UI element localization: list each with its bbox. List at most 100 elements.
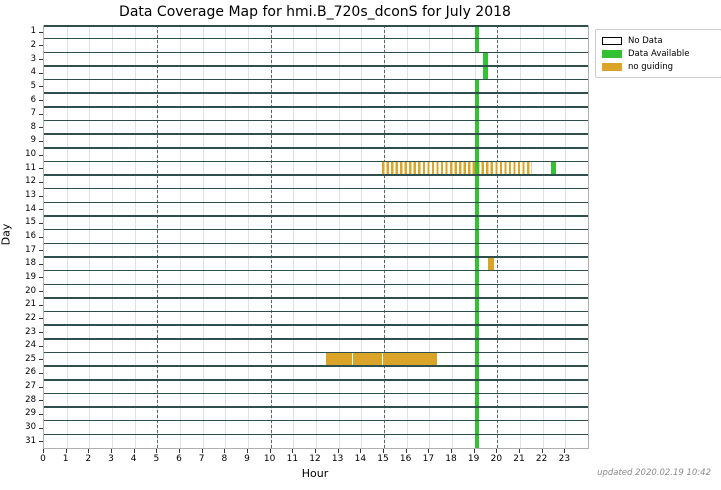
- x-tick-label: 17: [422, 454, 435, 464]
- y-tick-mark: [39, 332, 43, 334]
- coverage-segment: [474, 256, 480, 271]
- hour-gridline: [89, 25, 91, 448]
- x-tick-label: 6: [176, 454, 182, 464]
- x-tick-label: 5: [153, 454, 160, 464]
- y-tick-mark: [39, 45, 43, 47]
- x-tick-mark: [383, 449, 384, 453]
- y-tick-mark: [39, 72, 43, 74]
- hour-gridline: [406, 25, 408, 448]
- day-separator: [44, 433, 588, 436]
- y-tick-mark: [39, 359, 43, 361]
- coverage-segment: [474, 134, 480, 148]
- day-separator: [44, 269, 588, 272]
- y-tick-label: 2: [30, 39, 36, 50]
- hour-gridline: [248, 25, 249, 448]
- day-separator: [44, 242, 588, 245]
- y-tick-mark: [39, 304, 43, 306]
- y-tick-label: 8: [30, 121, 36, 132]
- x-tick-label: 20: [490, 454, 503, 464]
- hour-gridline: [180, 25, 181, 448]
- y-tick-mark: [39, 400, 43, 402]
- x-tick-label: 1: [62, 454, 69, 464]
- dashdot-gridline: [497, 25, 499, 448]
- y-tick-label: 22: [25, 312, 36, 323]
- no-guiding-swatch-icon: [602, 62, 622, 71]
- y-tick-mark: [39, 277, 43, 279]
- dashdot-gridline: [384, 25, 385, 448]
- coverage-segment: [474, 379, 480, 394]
- y-tick-mark: [39, 86, 43, 88]
- x-axis-label: Hour: [301, 467, 329, 480]
- y-tick-mark: [39, 236, 43, 238]
- coverage-segment: [474, 243, 480, 257]
- y-tick-mark: [39, 291, 43, 293]
- y-tick-mark: [39, 372, 43, 374]
- hour-gridline: [202, 25, 204, 448]
- x-tick-mark: [564, 449, 566, 453]
- x-tick-label: 22: [535, 454, 548, 464]
- x-tick-label: 4: [130, 454, 137, 464]
- y-tick-mark: [39, 140, 43, 142]
- day-separator: [44, 78, 588, 81]
- x-tick-mark: [292, 449, 294, 453]
- day-separator: [44, 283, 588, 285]
- coverage-segment: [474, 106, 480, 121]
- y-tick-label: 29: [25, 408, 36, 419]
- coverage-segment: [382, 352, 438, 367]
- x-tick-mark: [201, 449, 203, 453]
- coverage-segment: [474, 38, 480, 53]
- y-axis-label: Day: [0, 223, 13, 246]
- coverage-segment: [326, 352, 353, 367]
- day-separator: [44, 37, 588, 40]
- x-tick-mark: [43, 449, 44, 453]
- y-tick-mark: [39, 345, 43, 347]
- y-tick-label: 6: [30, 94, 36, 105]
- coverage-segment: [474, 352, 480, 367]
- coverage-segment: [474, 393, 480, 408]
- y-tick-label: 23: [25, 326, 36, 337]
- coverage-segment: [474, 147, 480, 162]
- y-tick-label: 21: [25, 299, 36, 310]
- y-tick-mark: [39, 59, 43, 61]
- coverage-segment: [474, 297, 480, 312]
- y-tick-mark: [39, 195, 43, 197]
- y-tick-label: 26: [25, 367, 36, 378]
- coverage-segment: [474, 25, 480, 39]
- hour-gridline: [338, 25, 340, 448]
- x-tick-mark: [473, 449, 475, 453]
- y-tick-label: 10: [25, 149, 36, 160]
- day-separator: [44, 324, 588, 326]
- hour-gridline: [520, 25, 521, 448]
- data-available-swatch-icon: [602, 49, 622, 58]
- coverage-segment: [474, 216, 480, 230]
- no-data-swatch-icon: [602, 36, 622, 45]
- day-separator: [44, 406, 588, 408]
- x-tick-label: 23: [558, 454, 571, 464]
- x-tick-label: 0: [40, 454, 46, 464]
- coverage-segment: [474, 366, 480, 380]
- day-separator: [44, 106, 588, 108]
- day-separator: [44, 201, 588, 204]
- day-separator: [44, 256, 588, 258]
- coverage-segment: [482, 52, 489, 66]
- y-tick-label: 24: [25, 340, 36, 351]
- day-separator: [44, 187, 588, 190]
- dashdot-gridline: [157, 25, 159, 448]
- x-tick-label: 14: [354, 454, 367, 464]
- x-tick-label: 2: [85, 454, 92, 464]
- day-separator: [44, 215, 588, 217]
- plot-area: [43, 25, 589, 449]
- coverage-segment: [474, 79, 480, 94]
- legend-label: no guiding: [628, 61, 673, 72]
- hour-gridline: [112, 25, 113, 448]
- y-tick-label: 11: [25, 162, 36, 173]
- x-tick-mark: [179, 449, 180, 453]
- y-tick-label: 27: [25, 381, 36, 392]
- legend-label: No Data: [628, 35, 663, 46]
- hour-gridline: [225, 25, 227, 448]
- coverage-segment: [474, 120, 480, 135]
- y-tick-label: 25: [25, 353, 36, 364]
- y-tick-mark: [39, 181, 43, 183]
- y-tick-label: 31: [25, 435, 36, 446]
- y-tick-label: 7: [30, 108, 36, 119]
